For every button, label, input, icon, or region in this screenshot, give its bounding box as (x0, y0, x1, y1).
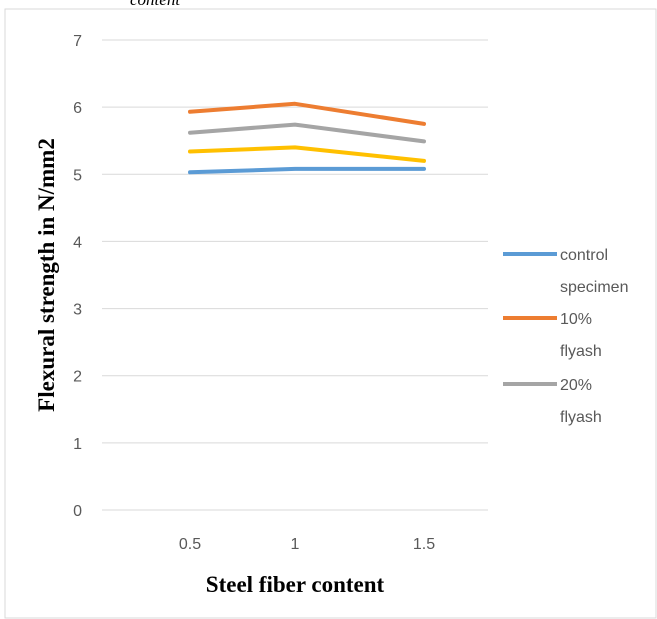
series-line-3 (188, 122, 426, 144)
legend-label: flyash (560, 409, 602, 426)
legend-label: flyash (560, 343, 602, 360)
chart-border (4, 8, 657, 619)
x-tick-labels: 0.5 1 1.5 (179, 536, 435, 553)
y-tick-label: 0 (73, 503, 82, 520)
y-tick-label: 3 (73, 302, 82, 319)
legend: control specimen 10% flyash 20% flyash (503, 247, 628, 426)
y-tick-labels: 0 1 2 3 4 5 6 7 (73, 33, 82, 520)
legend-label: 20% (560, 377, 592, 394)
legend-label: specimen (560, 279, 628, 296)
gridlines (102, 39, 488, 511)
x-tick-label: 1 (291, 536, 300, 553)
y-tick-label: 7 (73, 33, 82, 50)
clipped-caption-fragment: content (130, 0, 181, 9)
y-tick-label: 2 (73, 369, 82, 386)
series-lines (188, 101, 426, 175)
legend-label: 10% (560, 311, 592, 328)
x-tick-label: 1.5 (413, 536, 435, 553)
series-line-2 (188, 101, 426, 126)
series-line-4 (188, 145, 426, 163)
y-tick-label: 5 (73, 167, 82, 184)
y-axis-title: Flexural strength in N/mm2 (34, 138, 59, 412)
x-tick-label: 0.5 (179, 536, 201, 553)
legend-label: control (560, 247, 608, 264)
x-axis-title: Steel fiber content (206, 572, 385, 597)
series-line-1 (188, 166, 426, 175)
y-tick-label: 4 (73, 234, 82, 251)
y-tick-label: 6 (73, 100, 82, 117)
y-tick-label: 1 (73, 436, 82, 453)
